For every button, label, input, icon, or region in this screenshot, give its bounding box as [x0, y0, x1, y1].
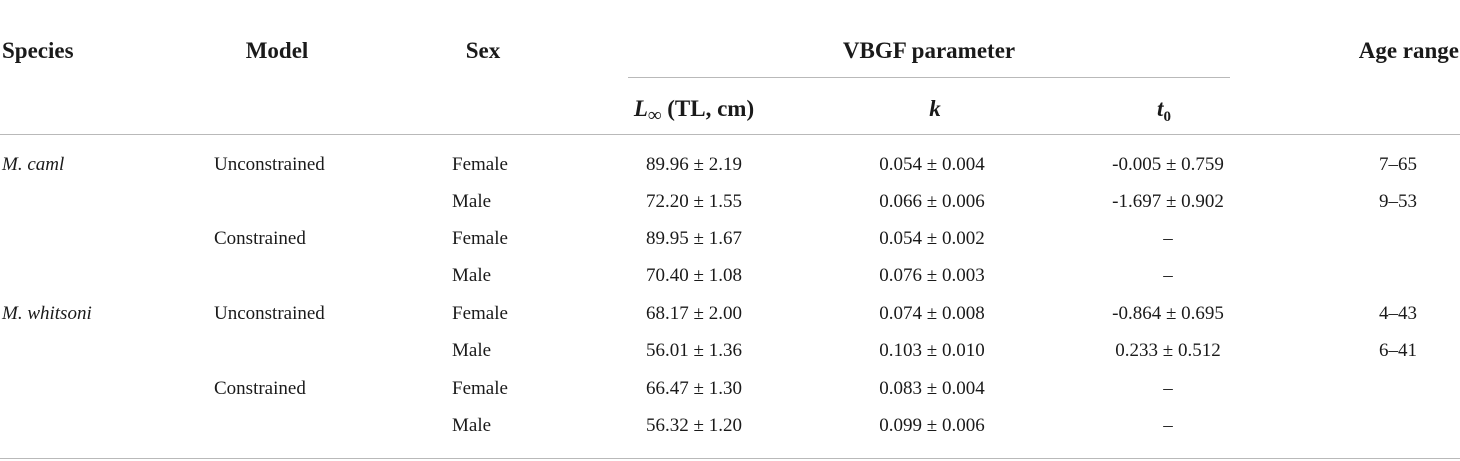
table-row: Male 56.32 ± 1.20 0.099 ± 0.006 – — [0, 416, 1460, 446]
header-linf: L∞ (TL, cm) — [633, 96, 755, 126]
cell-age-range: 6–41 — [1379, 340, 1417, 361]
cell-linf: 72.20 ± 1.55 — [646, 191, 742, 212]
cell-species: M. whitsoni — [2, 303, 92, 324]
cell-k: 0.074 ± 0.008 — [879, 303, 985, 324]
cell-linf: 56.32 ± 1.20 — [646, 415, 742, 436]
cell-model: Constrained — [214, 228, 306, 249]
cell-linf: 89.96 ± 2.19 — [646, 154, 742, 175]
cell-k: 0.076 ± 0.003 — [879, 265, 985, 286]
header-model: Model — [245, 38, 309, 63]
cell-t0: -0.005 ± 0.759 — [1112, 154, 1224, 175]
cell-k: 0.099 ± 0.006 — [879, 415, 985, 436]
header-species: Species — [2, 38, 74, 63]
cell-t0: 0.233 ± 0.512 — [1115, 340, 1221, 361]
bottom-rule — [0, 458, 1460, 459]
cell-t0: – — [1163, 378, 1173, 399]
cell-k: 0.103 ± 0.010 — [879, 340, 985, 361]
vbgf-group-rule — [628, 77, 1230, 78]
cell-age-range: 4–43 — [1379, 303, 1417, 324]
cell-sex: Male — [452, 191, 492, 212]
cell-k: 0.054 ± 0.004 — [879, 154, 985, 175]
header-t0: t0 — [1157, 96, 1171, 125]
cell-sex: Female — [452, 378, 508, 399]
table-row: Male 56.01 ± 1.36 0.103 ± 0.010 0.233 ± … — [0, 341, 1460, 371]
cell-sex: Male — [452, 415, 492, 436]
cell-species: M. caml — [2, 154, 65, 175]
cell-age-range: 7–65 — [1379, 154, 1417, 175]
header-sex: Sex — [465, 38, 501, 63]
cell-linf: 56.01 ± 1.36 — [646, 340, 742, 361]
table-row: M. caml Unconstrained Female 89.96 ± 2.1… — [0, 155, 1460, 185]
table-row: Constrained Female 66.47 ± 1.30 0.083 ± … — [0, 379, 1460, 409]
table-row: Constrained Female 89.95 ± 1.67 0.054 ± … — [0, 229, 1460, 259]
cell-t0: – — [1163, 415, 1173, 436]
table-row: M. whitsoni Unconstrained Female 68.17 ±… — [0, 304, 1460, 334]
header-vbgf-parameter: VBGF parameter — [842, 38, 1016, 63]
cell-linf: 68.17 ± 2.00 — [646, 303, 742, 324]
cell-sex: Female — [452, 228, 508, 249]
cell-t0: – — [1163, 228, 1173, 249]
table-row: Male 72.20 ± 1.55 0.066 ± 0.006 -1.697 ±… — [0, 192, 1460, 222]
header-age-range: Age range — [1358, 38, 1459, 63]
cell-sex: Female — [452, 303, 508, 324]
cell-linf: 66.47 ± 1.30 — [646, 378, 742, 399]
cell-k: 0.083 ± 0.004 — [879, 378, 985, 399]
cell-model: Constrained — [214, 378, 306, 399]
cell-sex: Male — [452, 265, 492, 286]
cell-sex: Female — [452, 154, 508, 175]
header-k: k — [929, 96, 941, 121]
cell-linf: 70.40 ± 1.08 — [646, 265, 742, 286]
cell-t0: -1.697 ± 0.902 — [1112, 191, 1224, 212]
cell-age-range: 9–53 — [1379, 191, 1417, 212]
cell-linf: 89.95 ± 1.67 — [646, 228, 742, 249]
cell-model: Unconstrained — [214, 154, 325, 175]
header-rule — [0, 134, 1460, 135]
table-row: Male 70.40 ± 1.08 0.076 ± 0.003 – — [0, 266, 1460, 296]
cell-t0: -0.864 ± 0.695 — [1112, 303, 1224, 324]
cell-sex: Male — [452, 340, 492, 361]
cell-k: 0.066 ± 0.006 — [879, 191, 985, 212]
cell-k: 0.054 ± 0.002 — [879, 228, 985, 249]
cell-t0: – — [1163, 265, 1173, 286]
cell-model: Unconstrained — [214, 303, 325, 324]
